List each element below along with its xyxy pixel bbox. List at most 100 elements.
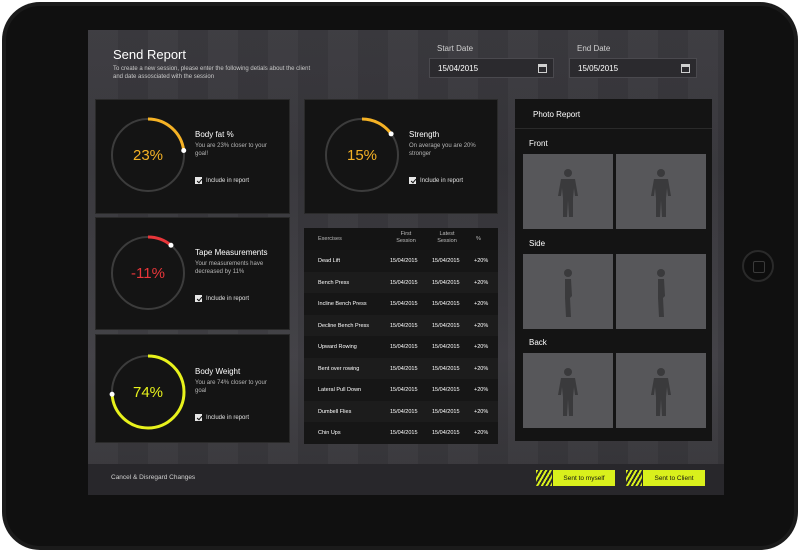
exercise-table: Exercises First Session Latest Session %… [304,228,498,444]
table-cell: 15/04/2015 [390,430,418,436]
ring-progress [110,354,186,430]
send-to-myself-label: Sent to myself [553,470,615,486]
start-date-input[interactable]: 15/04/2015 [429,58,554,78]
ring-handle [109,391,115,397]
end-date-input[interactable]: 15/05/2015 [569,58,697,78]
ring-handle [181,147,187,153]
include-checkbox-row[interactable]: Include in report [195,295,249,302]
table-cell: 15/04/2015 [432,365,460,372]
photo-report-panel: Photo Report Front Side Back [515,99,712,441]
metric-description: On average you are 20% stronger [409,143,476,157]
include-checkbox[interactable] [195,295,202,302]
metric-value: 15% [346,147,378,164]
table-row[interactable]: Upward Rowing 15/04/2015 15/04/2015 +20% [304,336,498,358]
home-button[interactable] [742,250,774,282]
table-header: Exercises First Session Latest Session % [304,228,498,250]
photo-thumbnail[interactable] [616,154,706,229]
calendar-icon[interactable] [681,64,690,73]
column-header: Latest Session [437,231,457,244]
photo-section-label: Back [529,338,547,347]
start-date-label: Start Date [437,44,474,53]
body-back-icon [651,368,671,416]
table-row[interactable]: Dead Lift 15/04/2015 15/04/2015 +20% [304,250,498,272]
body-back-icon [651,169,671,217]
include-checkbox[interactable] [195,414,202,421]
progress-ring [324,117,400,193]
table-cell: Chin Ups [318,430,341,436]
table-cell: 15/04/2015 [390,387,418,393]
metric-value: 23% [132,147,164,164]
column-header: Exercises [318,236,342,242]
cancel-link[interactable]: Cancel & Disregard Changes [111,474,196,481]
table-row[interactable]: Chin Ups 15/04/2015 15/04/2015 +20% [304,422,498,444]
table-cell: 15/04/2015 [390,344,418,350]
metric-description: You are 74% closer to your goal [195,380,267,394]
photo-thumbnail[interactable] [616,353,706,428]
ring-progress [324,117,400,193]
ring-progress [110,235,186,311]
table-row[interactable]: Dumbell Flies 15/04/2015 15/04/2015 +20% [304,400,498,423]
metric-value: 74% [132,384,164,401]
metric-title: Tape Measurements [195,248,268,257]
table-cell: +20% [474,344,489,350]
photo-thumbnail[interactable] [616,254,706,329]
metric-title: Strength [409,130,440,139]
photo-report-title: Photo Report [515,99,712,129]
table-row[interactable]: Bench Press 15/04/2015 15/04/2015 +20% [304,271,498,294]
send-to-myself-button[interactable]: Sent to myself [536,470,615,486]
table-cell: Incline Bench Press [318,301,367,307]
table-row[interactable]: Lateral Pull Down 15/04/2015 15/04/2015 +20… [304,379,498,401]
include-checkbox[interactable] [409,177,416,184]
end-date-label: End Date [577,44,611,53]
photo-section-label: Side [529,239,546,248]
metric-title: Body Weight [195,367,241,376]
table-cell: Bent over rowing [318,365,360,372]
metric-card-tape-measurements: -11% Tape Measurements Your measurements… [95,217,290,330]
send-to-client-label: Sent to Client [643,470,705,486]
metric-card-strength: 15% Strength On average you are 20% stro… [304,99,498,214]
table-cell: 15/04/2015 [432,408,460,415]
body-front-icon [558,169,578,217]
table-cell: +20% [474,258,489,264]
include-label: Include in report [420,177,464,184]
table-cell: +20% [474,365,489,372]
table-row[interactable]: Decline Bench Press 15/04/2015 15/04/2015 +… [304,314,498,337]
metric-description: Your measurements have decreased by 11% [195,261,264,275]
include-checkbox[interactable] [195,177,202,184]
include-checkbox-row[interactable]: Include in report [195,414,249,421]
metric-card-body-weight: 74% Body Weight You are 74% closer to yo… [95,334,290,443]
table-cell: +20% [474,387,489,393]
calendar-icon[interactable] [538,64,547,73]
include-label: Include in report [206,295,250,302]
send-to-client-button[interactable]: Sent to Client [626,470,705,486]
table-row[interactable]: Bent over rowing 15/04/2015 15/04/2015 +20% [304,357,498,380]
table-cell: 15/04/2015 [390,258,418,264]
page-title: Send Report [113,47,186,62]
table-cell: 15/04/2015 [390,408,418,415]
table-row[interactable]: Incline Bench Press 15/04/2015 15/04/2015 +… [304,293,498,315]
photo-thumbnail[interactable] [523,254,613,329]
ring-handle [168,242,174,248]
include-checkbox-row[interactable]: Include in report [409,177,463,184]
photo-thumbnail[interactable] [523,154,613,229]
start-date-value: 15/04/2015 [438,63,479,73]
photo-thumbnail[interactable] [523,353,613,428]
body-back-icon [558,368,578,416]
ring-progress [110,117,186,193]
column-header: % [476,236,481,242]
table-cell: 15/04/2015 [390,279,418,286]
table-cell: 15/04/2015 [432,430,460,436]
progress-ring [110,235,186,311]
include-checkbox-row[interactable]: Include in report [195,177,249,184]
table-cell: Dead Lift [318,258,341,264]
table-cell: +20% [474,430,489,436]
body-side-icon [564,269,572,317]
metric-card-body-fat: 23% Body fat % You are 23% closer to you… [95,99,290,214]
stripes-decoration [626,470,642,486]
photo-section-label: Front [529,139,548,148]
body-side-icon [657,269,665,317]
table-cell: Decline Bench Press [318,322,370,329]
table-cell: Bench Press [318,279,350,286]
table-cell: Upward Rowing [318,344,357,350]
progress-ring [109,354,186,430]
